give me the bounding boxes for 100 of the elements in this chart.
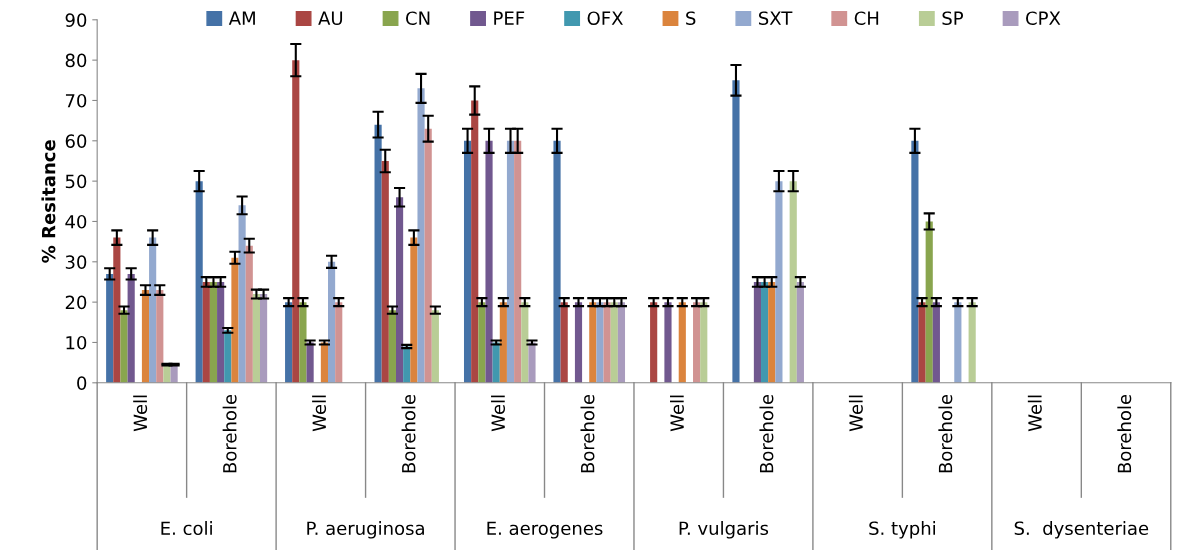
bar (775, 181, 783, 383)
bar (403, 346, 411, 383)
bar (574, 302, 583, 383)
y-tick-label: 70 (65, 93, 87, 108)
bar (245, 245, 253, 383)
legend-label: SXT (758, 11, 793, 26)
bar (374, 124, 382, 383)
x-tick-label: Borehole (938, 394, 953, 473)
bar (299, 302, 307, 383)
text: E. aerogenes (487, 521, 603, 539)
bar (789, 181, 797, 383)
bar (381, 160, 389, 383)
bar (664, 302, 672, 383)
bar (417, 88, 425, 383)
bar (209, 281, 218, 383)
text: S. typhi (869, 521, 935, 539)
y-tick-label: 0 (77, 376, 87, 390)
bar (217, 281, 225, 383)
bar (335, 302, 343, 383)
bar (238, 205, 246, 383)
text: P. aeruginosa (307, 521, 424, 539)
y-tick-label: 20 (65, 295, 87, 310)
bar (753, 281, 762, 383)
bar (968, 302, 976, 383)
bar (954, 302, 962, 383)
x-tick-label: Well (133, 395, 148, 432)
x-tick-label: Well (1027, 395, 1042, 432)
y-tick-label: 30 (65, 255, 87, 269)
y-axis-title: % Resitance (41, 140, 56, 263)
bar (761, 281, 769, 383)
bar (610, 302, 618, 383)
bar (732, 80, 740, 383)
bar (395, 197, 404, 383)
legend-label: CN (406, 11, 430, 26)
bar (560, 302, 568, 383)
legend-label: AU (318, 11, 343, 26)
x-tick-label: Borehole (401, 394, 416, 473)
bar (617, 302, 626, 383)
bar (700, 302, 708, 383)
x-tick-label: Well (312, 395, 327, 432)
y-tick-label: 50 (65, 174, 87, 189)
bar (224, 330, 232, 383)
bar (911, 140, 919, 383)
x-tick-label: Borehole (222, 394, 237, 473)
bar (499, 302, 507, 383)
bar (596, 302, 604, 383)
bar (149, 237, 157, 383)
text: E. coli (161, 521, 212, 536)
bar (485, 140, 493, 383)
bar (106, 273, 114, 383)
bar (471, 100, 479, 383)
bar (120, 310, 128, 383)
bar (231, 257, 239, 383)
bar (678, 302, 686, 383)
x-tick-label: Well (491, 395, 506, 432)
bar (463, 140, 472, 383)
bar (141, 290, 150, 383)
bar (796, 281, 804, 383)
bar (553, 140, 561, 383)
bar (388, 310, 396, 383)
text: S. dysenteriae (1014, 521, 1149, 539)
y-tick-label: 40 (65, 214, 87, 229)
bar (202, 281, 210, 383)
bar (410, 237, 418, 383)
bar (528, 342, 536, 383)
bar (285, 302, 293, 383)
bar (589, 302, 597, 383)
bar (292, 60, 300, 383)
legend-label: CPX (1026, 11, 1061, 26)
bar (195, 181, 203, 383)
y-tick-label: 10 (66, 335, 87, 350)
bar (156, 290, 164, 383)
bar (768, 281, 776, 383)
bar (514, 140, 522, 383)
bar (478, 302, 486, 383)
bar (252, 294, 260, 383)
bar (328, 261, 336, 383)
legend-label: SP (942, 11, 964, 26)
bar (424, 128, 432, 383)
x-tick-label: Well (669, 395, 684, 432)
x-tick-label: Borehole (759, 394, 774, 473)
y-tick-label: 80 (65, 53, 87, 68)
bar (918, 302, 926, 383)
legend-label: S (686, 11, 696, 26)
y-tick-label: 90 (65, 13, 87, 27)
bar (260, 294, 268, 383)
bar (932, 302, 940, 383)
bar (650, 302, 658, 383)
bar (603, 302, 611, 383)
bar (431, 310, 439, 383)
legend-label: OFX (587, 11, 623, 26)
x-tick-label: Borehole (1117, 394, 1132, 473)
text: P. vulgaris (679, 521, 769, 539)
bar (127, 273, 135, 383)
x-tick-label: Borehole (580, 394, 595, 473)
legend-label: AM (228, 11, 255, 25)
bar (506, 140, 515, 383)
y-tick-label: 60 (65, 134, 87, 148)
x-tick-label: Well (848, 395, 863, 432)
bar (113, 237, 121, 383)
